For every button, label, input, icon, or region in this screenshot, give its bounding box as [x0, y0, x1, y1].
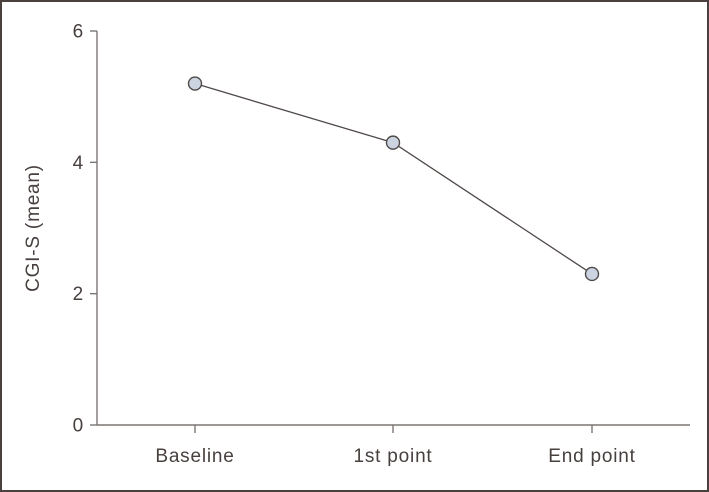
- data-point: [187, 76, 203, 91]
- y-axis-title: CGI-S (mean): [23, 164, 44, 292]
- data-line: [194, 82, 593, 275]
- x-tick-label: End point: [548, 446, 636, 467]
- y-tick-label: 4: [73, 153, 84, 174]
- data-point: [385, 135, 401, 150]
- x-tick-label: Baseline: [155, 446, 234, 467]
- x-tick-label: 1st point: [353, 446, 432, 467]
- y-tick-label: 2: [73, 284, 84, 305]
- y-tick-label: 0: [73, 416, 84, 437]
- data-point: [584, 266, 600, 282]
- y-tick-label: 6: [73, 22, 84, 43]
